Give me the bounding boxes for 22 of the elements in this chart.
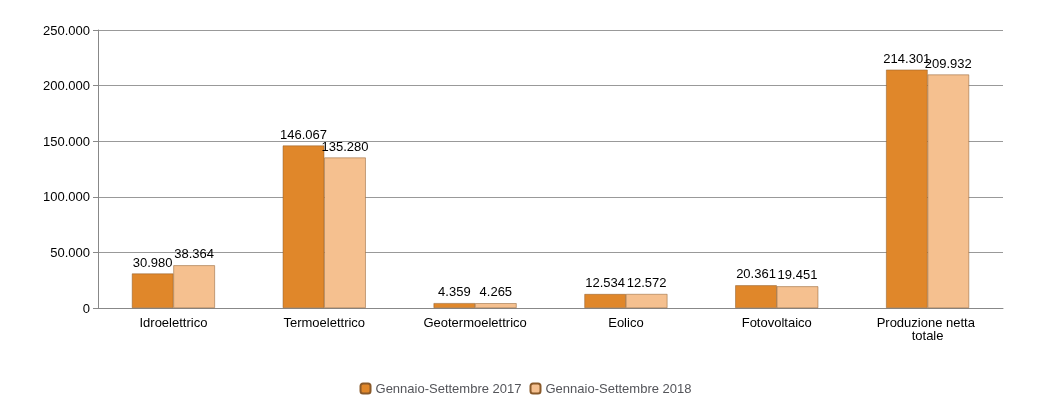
legend-label: Gennaio-Settembre 2017 (375, 381, 522, 396)
x-tick-label: Idroelettrico (139, 315, 208, 330)
x-tick-label: Termoelettrico (283, 315, 366, 330)
data-label: 19.451 (777, 267, 818, 283)
y-tick-label: 0 (82, 300, 90, 316)
data-label: 30.980 (132, 254, 173, 270)
y-tick-label: 50.000 (50, 244, 90, 260)
y-tick-label: 200.000 (43, 78, 90, 94)
x-tick-label: Eolico (608, 315, 644, 330)
data-label: 4.359 (438, 284, 471, 300)
data-label: 12.534 (585, 275, 626, 291)
data-label: 20.361 (736, 266, 776, 282)
data-label: 12.572 (626, 275, 667, 291)
x-tick-label: Fotovoltaico (741, 315, 812, 330)
y-tick-label: 250.000 (43, 22, 90, 38)
legend-label: Gennaio-Settembre 2018 (545, 381, 692, 396)
data-label: 4.265 (479, 284, 513, 300)
y-tick-label: 100.000 (43, 189, 90, 205)
x-tick-label: Produzione netta totale (876, 315, 979, 343)
x-tick-label: Geotermoelettrico (423, 315, 527, 330)
y-tick-label: 150.000 (43, 133, 90, 149)
data-label: 38.364 (174, 246, 215, 262)
